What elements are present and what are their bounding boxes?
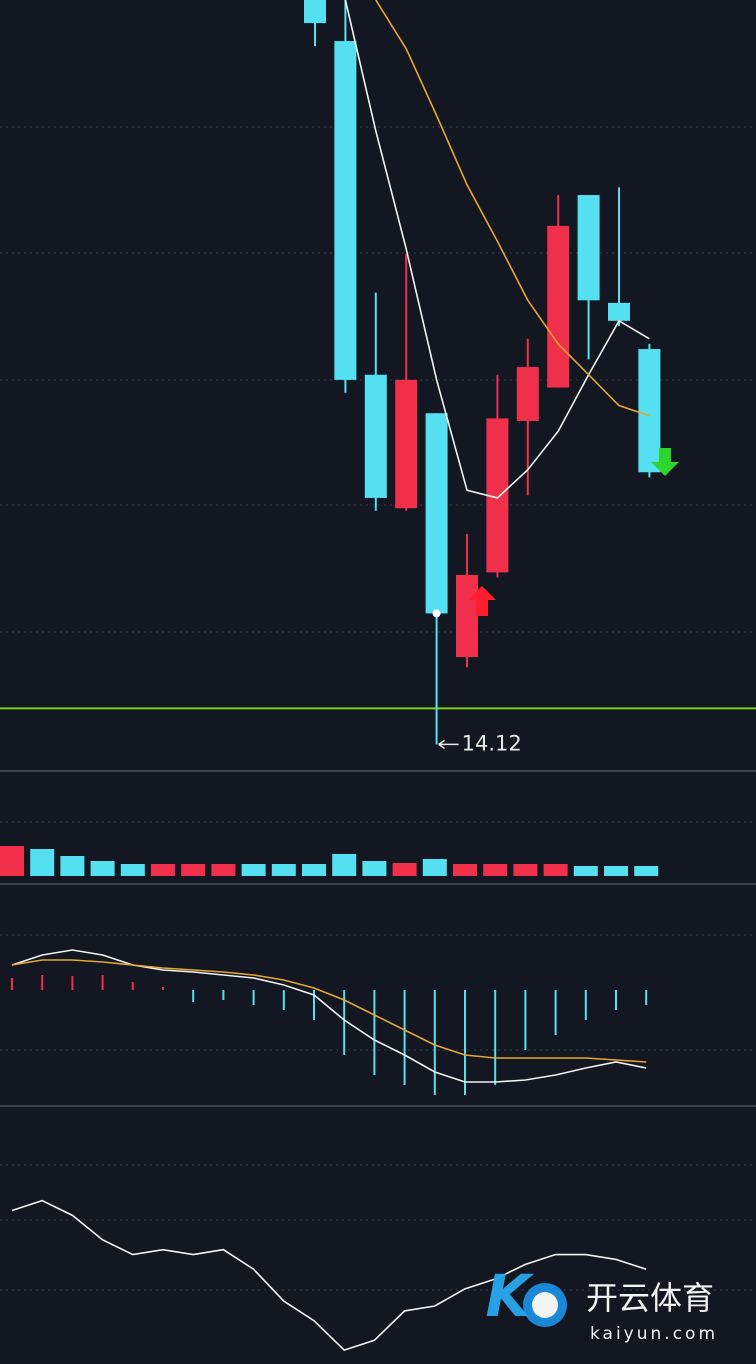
volume-bar [60, 856, 85, 876]
volume-bar [120, 864, 145, 876]
pane-borders [0, 770, 756, 1107]
candle-body [304, 0, 326, 24]
candle-body [638, 349, 661, 473]
indicator-line [375, 0, 650, 417]
volume-bar [30, 849, 55, 876]
logo-ball-inner [532, 1292, 558, 1318]
volume-bar [392, 863, 417, 876]
candle-body [334, 41, 357, 380]
volume-bar [422, 859, 447, 876]
volume-bar [211, 864, 236, 876]
candle-body [456, 574, 478, 658]
candle-body [395, 379, 418, 509]
volume-bar [573, 866, 598, 876]
indicator-line [11, 959, 647, 1063]
volume-bar [302, 864, 326, 876]
watermark-domain: kaiyun.com [590, 1324, 718, 1344]
annotation-arrow [438, 739, 459, 749]
volume-bar [362, 861, 387, 876]
indicator-line [344, 0, 650, 499]
volume-bar [90, 861, 115, 876]
volume-bar [543, 864, 568, 876]
sell-arrow [651, 448, 679, 476]
buy-arrow [468, 586, 496, 616]
volume-bar [151, 864, 175, 876]
watermark: K 开云体育 kaiyun.com [486, 1262, 718, 1344]
volume-bar [332, 854, 357, 876]
volume-bar [483, 864, 508, 876]
volume-bar [453, 864, 477, 876]
candle-body [425, 413, 448, 614]
indicator-line [11, 949, 647, 1083]
candle-body [364, 374, 387, 498]
pivot-dot [432, 609, 441, 618]
candle-body [608, 302, 630, 321]
volume-bar [604, 866, 628, 876]
watermark-name: 开云体育 [586, 1279, 714, 1317]
volume-bar [634, 866, 659, 876]
annotation: 14.12 [462, 731, 522, 755]
indicator-line [11, 1199, 647, 1352]
volume-bar [241, 864, 266, 876]
volume-bar [513, 864, 538, 876]
grid [0, 126, 756, 1291]
candle-body [577, 195, 600, 301]
volume-bar [0, 846, 24, 876]
candle-body [516, 367, 539, 421]
candle-body [547, 225, 570, 388]
candle-body [486, 418, 509, 573]
logo-k: K [486, 1262, 535, 1330]
volume-bar [271, 864, 296, 876]
volume-bar [181, 864, 206, 876]
